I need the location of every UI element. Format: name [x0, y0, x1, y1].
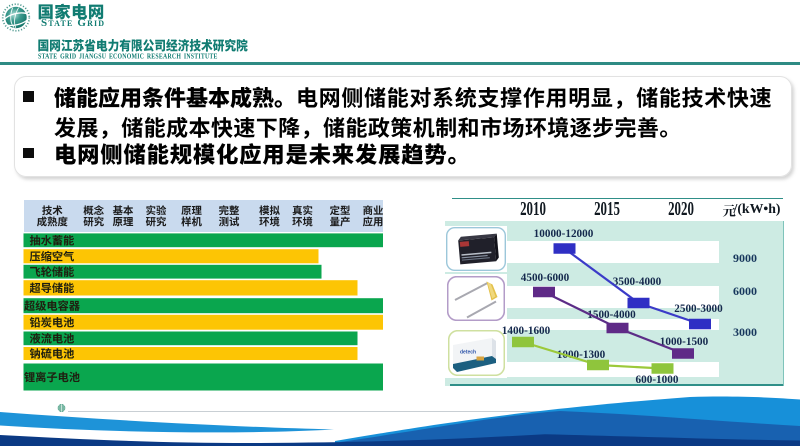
- svg-text:detech: detech: [460, 350, 476, 356]
